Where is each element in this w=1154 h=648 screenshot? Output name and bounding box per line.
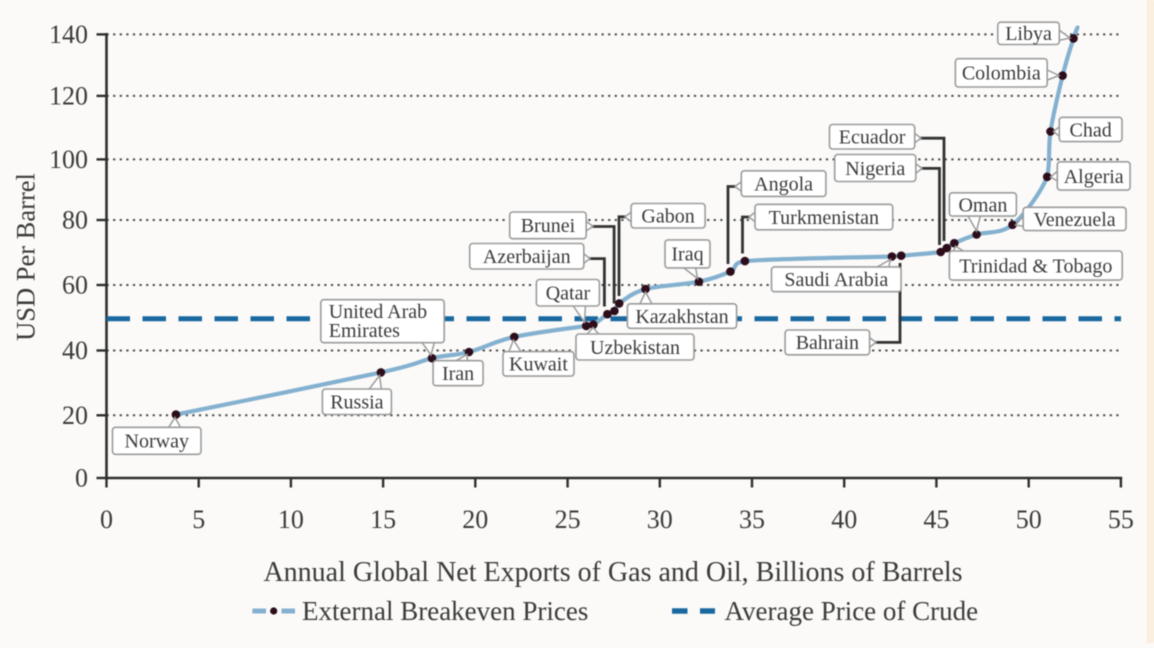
svg-text:Emirates: Emirates [329,320,400,342]
svg-text:Kazakhstan: Kazakhstan [635,306,728,328]
svg-text:Chad: Chad [1070,119,1112,141]
svg-text:External Breakeven Prices: External Breakeven Prices [302,596,588,626]
svg-text:0: 0 [75,464,88,493]
svg-text:Colombia: Colombia [962,63,1041,85]
svg-text:120: 120 [49,81,88,110]
svg-text:Turkmenistan: Turkmenistan [769,207,879,229]
svg-text:140: 140 [49,20,88,49]
svg-text:35: 35 [739,505,765,534]
svg-text:USD Per Barrel: USD Per Barrel [11,173,41,341]
svg-text:80: 80 [62,206,88,235]
svg-text:Qatar: Qatar [546,283,591,305]
svg-text:Trinidad & Tobago: Trinidad & Tobago [959,255,1112,277]
svg-text:0: 0 [100,505,113,534]
svg-text:United Arab: United Arab [329,301,427,323]
svg-text:Venezuela: Venezuela [1034,209,1116,231]
svg-text:15: 15 [370,505,396,534]
svg-text:Azerbaijan: Azerbaijan [483,246,571,268]
svg-text:Kuwait: Kuwait [509,354,568,376]
svg-text:Algeria: Algeria [1064,166,1124,188]
svg-text:Bahrain: Bahrain [796,332,859,354]
svg-text:Gabon: Gabon [641,206,694,228]
svg-text:Angola: Angola [754,173,813,195]
svg-text:45: 45 [923,505,949,534]
svg-text:60: 60 [62,271,88,300]
svg-text:Russia: Russia [330,392,383,414]
svg-text:100: 100 [49,145,88,174]
svg-text:Uzbekistan: Uzbekistan [590,337,680,359]
svg-text:20: 20 [462,505,488,534]
svg-text:Average Price of Crude: Average Price of Crude [725,596,979,626]
svg-text:Iraq: Iraq [671,244,703,266]
svg-text:40: 40 [831,505,857,534]
svg-text:50: 50 [1016,505,1042,534]
svg-text:Nigeria: Nigeria [845,158,905,180]
svg-text:Annual Global Net Exports of G: Annual Global Net Exports of Gas and Oil… [263,557,962,588]
svg-text:20: 20 [62,401,88,430]
svg-text:Oman: Oman [958,194,1007,216]
svg-text:Ecuador: Ecuador [839,127,906,149]
svg-text:40: 40 [62,336,88,365]
svg-text:5: 5 [192,505,205,534]
svg-text:Brunei: Brunei [521,215,576,237]
svg-text:Saudi Arabia: Saudi Arabia [784,269,888,291]
svg-text:30: 30 [647,505,673,534]
svg-text:25: 25 [555,505,581,534]
svg-text:55: 55 [1108,505,1134,534]
svg-text:Iran: Iran [442,363,474,385]
svg-text:Norway: Norway [125,431,189,453]
svg-text:Libya: Libya [1005,23,1052,45]
svg-text:10: 10 [278,505,304,534]
